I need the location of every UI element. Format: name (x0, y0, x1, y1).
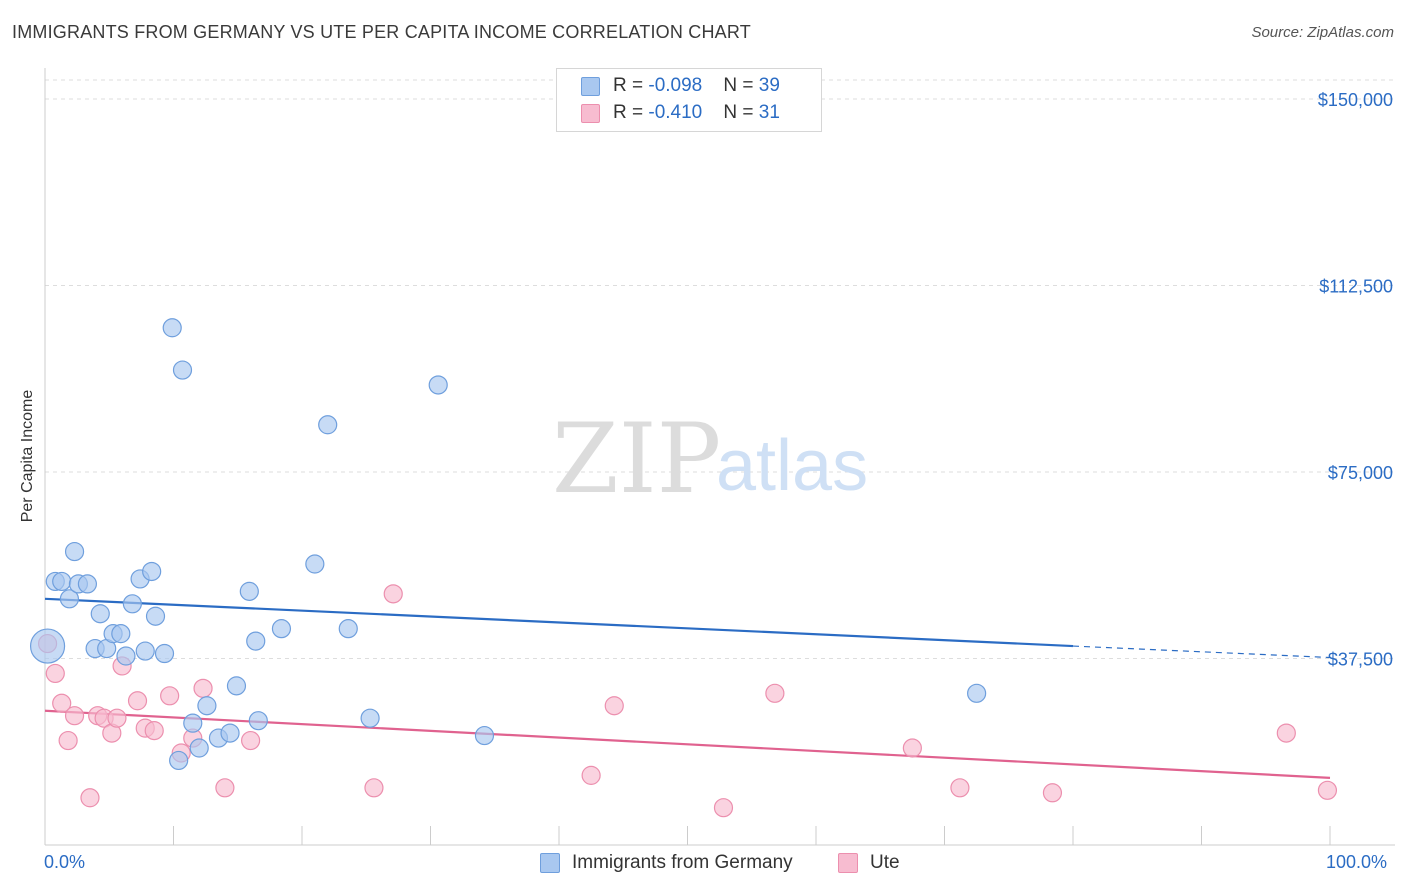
y-tick-label: $112,500 (1319, 277, 1393, 297)
r-label: R = (613, 75, 649, 96)
n-label: N = (723, 102, 759, 123)
germany-point (116, 646, 136, 666)
germany-point (967, 683, 987, 703)
germany-point (145, 606, 166, 626)
germany-point (246, 631, 266, 651)
germany-point (77, 574, 98, 594)
trend-line-germany-dashed (1072, 645, 1331, 659)
legend-label-ute: Ute (870, 852, 900, 873)
r-label: R = (613, 102, 649, 123)
watermark-zip: ZIP (552, 403, 721, 515)
germany-point (318, 415, 338, 435)
legend-swatch-pink (838, 853, 858, 873)
germany-point (305, 554, 325, 574)
germany-point (162, 318, 182, 338)
germany-point (169, 750, 189, 771)
ute-point (604, 696, 624, 716)
ute-point (950, 778, 970, 798)
ute-point (581, 765, 601, 785)
ute-point (1276, 723, 1296, 743)
germany-point (271, 619, 292, 639)
ute-point (215, 778, 235, 798)
stats-legend: R = -0.098 N = 39 R = -0.410 N = 31 (556, 68, 822, 132)
ute-point (58, 730, 78, 751)
germany-point (474, 725, 495, 746)
legend-swatch-pink (581, 104, 600, 123)
germany-point (360, 708, 380, 728)
ute-point (45, 663, 65, 684)
n-value: 31 (758, 102, 780, 123)
source-note: Source: ZipAtlas.com (1251, 24, 1394, 41)
germany-point (338, 619, 358, 639)
ute-point (241, 730, 261, 751)
r-value: -0.410 (648, 102, 703, 123)
germany-point (183, 713, 203, 733)
germany-point (90, 604, 110, 624)
germany-point (428, 375, 448, 395)
germany-point (29, 628, 66, 664)
ute-point (107, 708, 127, 728)
ute-point (80, 788, 100, 808)
germany-point (111, 624, 131, 644)
chart-title: IMMIGRANTS FROM GERMANY VS UTE PER CAPIT… (12, 22, 751, 42)
y-tick-label: $75,000 (1328, 463, 1393, 483)
germany-point (135, 641, 155, 661)
gridlines (45, 79, 1395, 659)
ute-point (364, 778, 384, 798)
data-points (29, 318, 1338, 818)
ute-point (127, 691, 148, 711)
germany-point (172, 360, 193, 380)
watermark-atlas: atlas (716, 426, 868, 506)
legend-swatch-blue (540, 853, 560, 873)
y-tick-label: $150,000 (1318, 90, 1393, 110)
legend-swatch-blue (581, 77, 600, 96)
germany-point (197, 696, 217, 716)
ute-point (144, 721, 164, 741)
ute-point (64, 706, 85, 726)
germany-point (189, 738, 209, 758)
legend-label-germany: Immigrants from Germany (572, 852, 793, 873)
watermark: ZIP atlas (552, 403, 868, 515)
germany-point (122, 594, 142, 614)
ute-point (52, 693, 72, 713)
axes (44, 68, 1395, 846)
germany-point (226, 676, 247, 696)
germany-point (52, 571, 72, 592)
y-tick-labels: $37,500 $75,000 $112,500 $150,000 (1318, 90, 1393, 670)
ute-point (193, 678, 213, 698)
ute-point (160, 686, 180, 706)
n-label: N = (723, 75, 759, 96)
ute-point (765, 683, 785, 703)
trend-line-ute (44, 709, 1331, 779)
x-min-label: 0.0% (44, 852, 86, 872)
germany-point (142, 561, 162, 582)
ute-point (1317, 780, 1338, 800)
ute-point (902, 738, 922, 758)
ute-point (1042, 783, 1063, 803)
r-value: -0.098 (648, 75, 703, 96)
germany-point (59, 589, 80, 609)
germany-point (220, 723, 240, 743)
y-tick-label: $37,500 (1328, 650, 1393, 670)
germany-point (239, 581, 259, 601)
trend-line-germany (44, 597, 1074, 648)
germany-point (248, 711, 268, 731)
ute-point (713, 798, 734, 818)
n-value: 39 (758, 75, 780, 96)
ute-point (383, 584, 403, 604)
x-max-label: 100.0% (1326, 852, 1388, 872)
germany-point (64, 541, 85, 562)
germany-point (154, 643, 175, 664)
